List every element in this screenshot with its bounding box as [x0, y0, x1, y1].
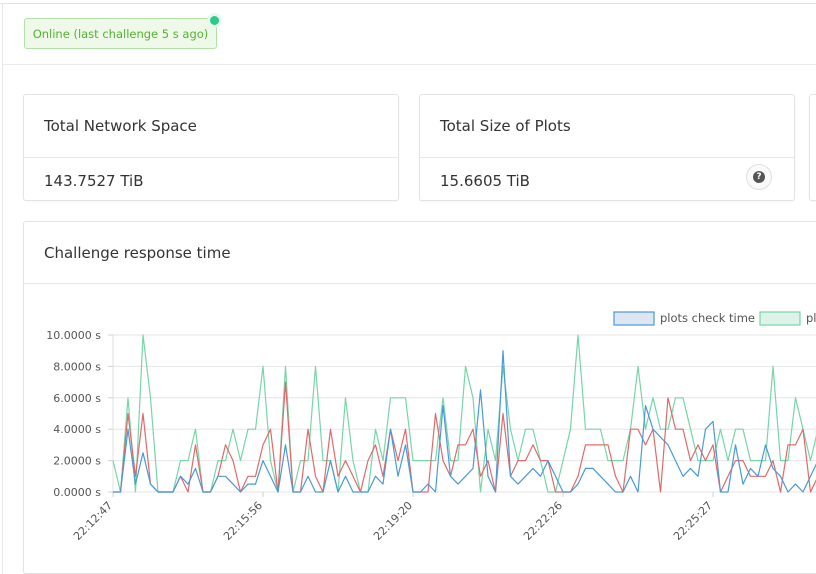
network-space-title: Total Network Space — [44, 117, 197, 135]
header-divider — [2, 64, 816, 65]
challenge-chart-card: Challenge response time — [23, 221, 816, 574]
plots-size-title: Total Size of Plots — [440, 117, 571, 135]
status-badge: Online (last challenge 5 s ago) — [24, 18, 217, 49]
partial-card — [809, 94, 816, 201]
top-border — [0, 3, 816, 4]
left-border — [2, 3, 3, 574]
plots-size-card: Total Size of Plots 15.6605 TiB ? — [419, 94, 795, 201]
network-space-value: 143.7527 TiB — [44, 172, 144, 190]
network-space-card: Total Network Space 143.7527 TiB — [23, 94, 399, 201]
question-circle-icon[interactable]: ? — [746, 164, 772, 190]
chart-card-title: Challenge response time — [44, 244, 231, 262]
card-divider — [24, 157, 398, 158]
status-label: Online (last challenge 5 s ago) — [32, 26, 209, 41]
plots-size-value: 15.6605 TiB — [440, 172, 530, 190]
card-divider — [24, 283, 816, 284]
online-status-dot — [207, 13, 222, 28]
card-divider — [420, 157, 794, 158]
